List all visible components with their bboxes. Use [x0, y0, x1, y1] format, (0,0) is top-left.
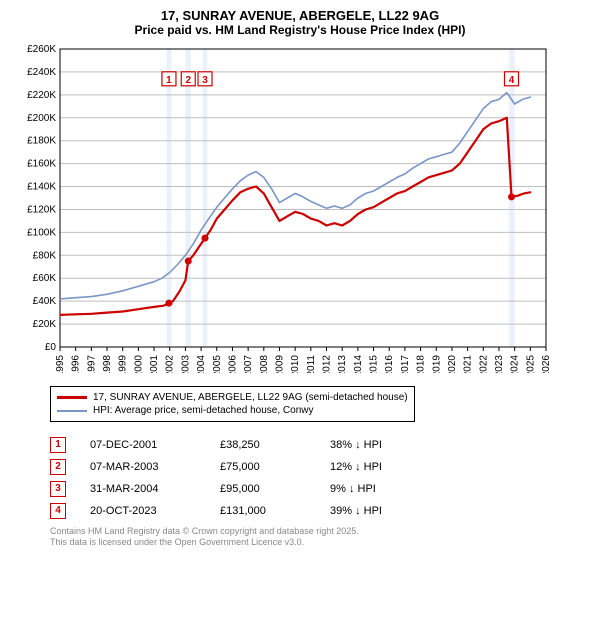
svg-text:2013: 2013	[337, 355, 348, 373]
svg-text:£80K: £80K	[33, 250, 57, 261]
svg-text:£40K: £40K	[33, 296, 57, 307]
credit-line-2: This data is licensed under the Open Gov…	[50, 537, 590, 548]
transaction-marker: 2	[50, 459, 66, 475]
svg-text:1999: 1999	[118, 355, 129, 373]
svg-text:2020: 2020	[447, 355, 458, 373]
credit-line-1: Contains HM Land Registry data © Crown c…	[50, 526, 590, 537]
svg-text:2023: 2023	[494, 355, 505, 373]
svg-text:£20K: £20K	[33, 319, 57, 330]
transaction-date: 07-DEC-2001	[90, 434, 220, 456]
svg-text:£120K: £120K	[27, 204, 56, 215]
svg-text:£180K: £180K	[27, 136, 56, 147]
svg-text:2025: 2025	[525, 355, 536, 373]
transaction-delta: 12% HPI	[330, 456, 392, 478]
svg-text:2002: 2002	[165, 355, 176, 373]
svg-text:1: 1	[166, 75, 172, 86]
transaction-price: £95,000	[220, 478, 330, 500]
svg-text:2008: 2008	[259, 355, 270, 373]
transaction-price: £131,000	[220, 500, 330, 522]
table-row: 1 07-DEC-2001£38,25038% HPI	[50, 434, 392, 456]
svg-text:£100K: £100K	[27, 227, 56, 238]
transactions-table: 1 07-DEC-2001£38,25038% HPI 2 07-MAR-2003£7…	[50, 434, 392, 522]
transaction-date: 31-MAR-2004	[90, 478, 220, 500]
line-chart: £0 £20K £40K £60K £80K £100K £120K £140K £160K £1…	[10, 43, 550, 373]
svg-text:£240K: £240K	[27, 67, 56, 78]
svg-text:2026: 2026	[541, 355, 550, 373]
transaction-price: £75,000	[220, 456, 330, 478]
transaction-marker: 4	[50, 503, 66, 519]
svg-text:£260K: £260K	[27, 44, 56, 55]
svg-text:£140K: £140K	[27, 182, 56, 193]
transaction-delta: 9% HPI	[330, 478, 392, 500]
svg-text:2018: 2018	[416, 355, 427, 373]
transaction-date: 07-MAR-2003	[90, 456, 220, 478]
svg-text:2016: 2016	[384, 355, 395, 373]
svg-text:£0: £0	[45, 342, 57, 353]
legend-item: HPI: Average price, semi-detached house,…	[57, 404, 408, 417]
svg-text:2000: 2000	[133, 355, 144, 373]
svg-text:1998: 1998	[102, 355, 113, 373]
table-row: 4 20-OCT-2023£131,00039% HPI	[50, 500, 392, 522]
svg-text:2009: 2009	[274, 355, 285, 373]
svg-text:2011: 2011	[306, 355, 317, 373]
table-row: 3 31-MAR-2004£95,0009% HPI	[50, 478, 392, 500]
svg-text:3: 3	[202, 75, 208, 86]
legend-swatch	[57, 396, 87, 399]
legend: 17, SUNRAY AVENUE, ABERGELE, LL22 9AG (s…	[50, 386, 415, 422]
legend-swatch	[57, 410, 87, 412]
svg-text:2005: 2005	[212, 355, 223, 373]
chart-area: £0 £20K £40K £60K £80K £100K £120K £140K £160K £1…	[10, 43, 590, 378]
svg-text:2003: 2003	[180, 355, 191, 373]
legend-label: 17, SUNRAY AVENUE, ABERGELE, LL22 9AG (s…	[93, 391, 408, 404]
svg-text:2010: 2010	[290, 355, 301, 373]
svg-text:2022: 2022	[478, 355, 489, 373]
transaction-marker: 3	[50, 481, 66, 497]
svg-text:£60K: £60K	[33, 273, 57, 284]
svg-text:2004: 2004	[196, 355, 207, 373]
svg-text:2007: 2007	[243, 355, 254, 373]
figure-container: 17, SUNRAY AVENUE, ABERGELE, LL22 9AG Pr…	[0, 0, 600, 559]
svg-text:2015: 2015	[369, 355, 380, 373]
svg-text:2001: 2001	[149, 355, 160, 373]
svg-text:2017: 2017	[400, 355, 411, 373]
credit-text: Contains HM Land Registry data © Crown c…	[50, 526, 590, 549]
svg-text:2006: 2006	[227, 355, 238, 373]
svg-text:1995: 1995	[55, 355, 66, 373]
svg-text:2012: 2012	[322, 355, 333, 373]
svg-text:2024: 2024	[510, 355, 521, 373]
svg-text:2014: 2014	[353, 355, 364, 373]
svg-text:1996: 1996	[71, 355, 82, 373]
legend-label: HPI: Average price, semi-detached house,…	[93, 404, 314, 417]
svg-text:1997: 1997	[86, 355, 97, 373]
svg-text:£160K: £160K	[27, 159, 56, 170]
svg-text:£220K: £220K	[27, 90, 56, 101]
transaction-price: £38,250	[220, 434, 330, 456]
svg-text:2019: 2019	[431, 355, 442, 373]
svg-text:£200K: £200K	[27, 113, 56, 124]
svg-text:2021: 2021	[463, 355, 474, 373]
chart-subtitle: Price paid vs. HM Land Registry's House …	[10, 23, 590, 37]
svg-text:2: 2	[185, 75, 191, 86]
transaction-delta: 39% HPI	[330, 500, 392, 522]
svg-text:4: 4	[509, 75, 515, 86]
table-row: 2 07-MAR-2003£75,00012% HPI	[50, 456, 392, 478]
transaction-delta: 38% HPI	[330, 434, 392, 456]
chart-title: 17, SUNRAY AVENUE, ABERGELE, LL22 9AG	[10, 8, 590, 23]
transaction-date: 20-OCT-2023	[90, 500, 220, 522]
transaction-marker: 1	[50, 437, 66, 453]
legend-item: 17, SUNRAY AVENUE, ABERGELE, LL22 9AG (s…	[57, 391, 408, 404]
